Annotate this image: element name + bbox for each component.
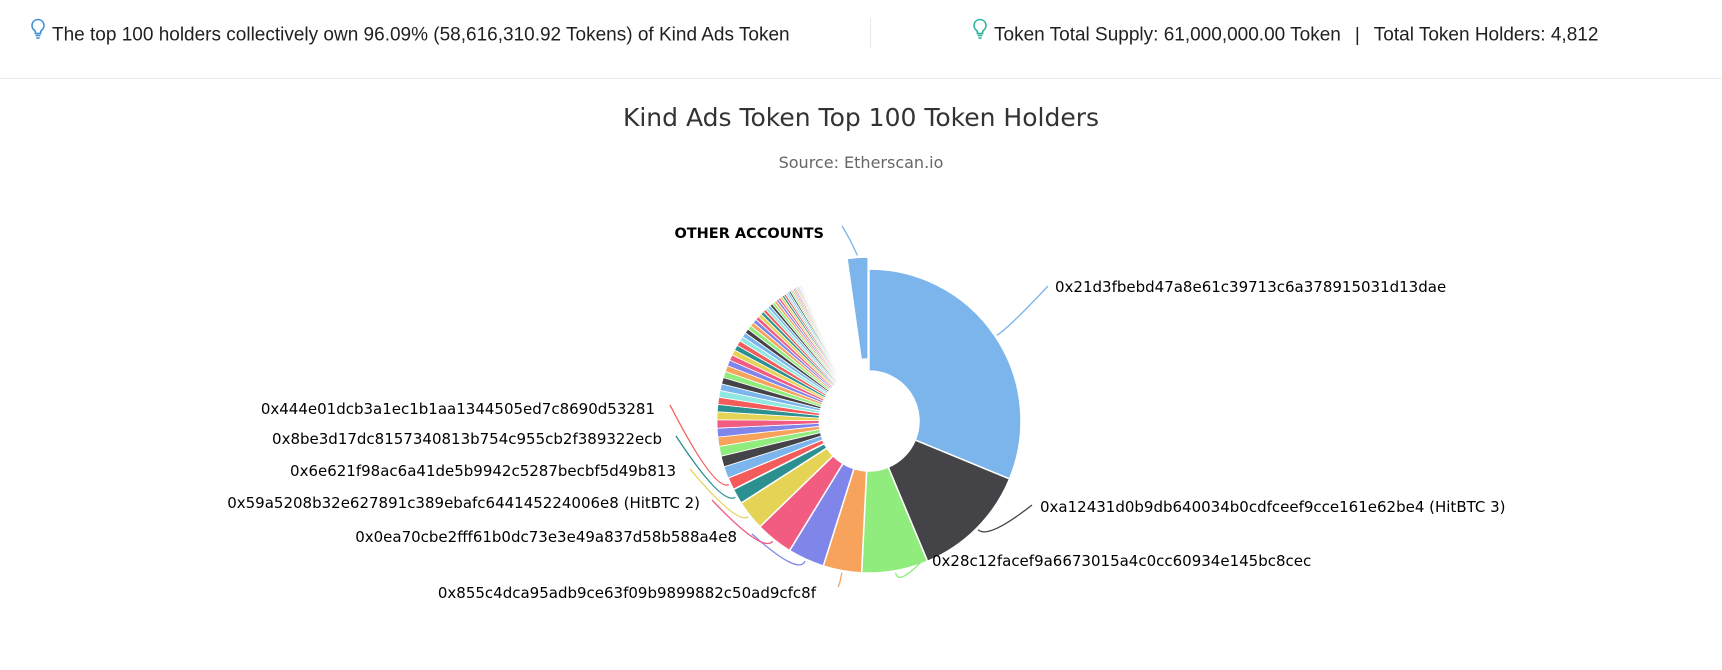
total-supply-text: Token Total Supply: 61,000,000.00 Token xyxy=(994,24,1341,46)
chart-subtitle: Source: Etherscan.io xyxy=(778,153,944,172)
donut-hole xyxy=(819,371,919,471)
summary-divider xyxy=(870,18,871,48)
donut-chart: 0x21d3fbebd47a8e61c39713c6a378915031d13d… xyxy=(227,225,1506,602)
slice-label: 0x0ea70cbe2fff61b0dc73e3e49a837d58b588a4… xyxy=(355,528,737,546)
slice-label: 0x444e01dcb3a1ec1b1aa1344505ed7c8690d532… xyxy=(261,400,655,418)
top-holders-summary: The top 100 holders collectively own 96.… xyxy=(30,18,790,49)
chart-title: Kind Ads Token Top 100 Token Holders xyxy=(622,103,1100,132)
holders-chart: Kind Ads Token Top 100 Token Holders Sou… xyxy=(0,79,1722,670)
slice-connector xyxy=(711,499,774,545)
slice-label: 0x59a5208b32e627891c389ebafc644145224006… xyxy=(227,494,700,512)
lightbulb-icon xyxy=(972,18,988,49)
top-holders-text: The top 100 holders collectively own 96.… xyxy=(52,24,790,46)
slice-connector xyxy=(675,435,736,499)
total-holders-text: Total Token Holders: 4,812 xyxy=(1373,24,1599,46)
slice-label: 0xa12431d0b9db640034b0cdfceef9cce161e62b… xyxy=(1040,498,1506,516)
slice-connector xyxy=(977,504,1033,533)
slice-connector xyxy=(841,225,859,256)
slice-connector xyxy=(689,468,749,519)
slice-connector xyxy=(837,572,843,588)
slice-label: 0x855c4dca95adb9ce63f09b9899882c50ad9cfc… xyxy=(438,584,817,602)
slice-label: 0x21d3fbebd47a8e61c39713c6a378915031d13d… xyxy=(1055,278,1446,296)
summary-separator: | xyxy=(1354,24,1360,46)
slice-label: 0x28c12facef9a6673015a4c0cc60934e145bc8c… xyxy=(932,552,1311,570)
slice-label-other: OTHER ACCOUNTS xyxy=(674,226,824,242)
slice-connector xyxy=(669,404,730,486)
slice-connector xyxy=(996,285,1049,336)
supply-summary: Token Total Supply: 61,000,000.00 Token |… xyxy=(972,18,1599,49)
summary-bar: The top 100 holders collectively own 96.… xyxy=(0,0,1722,79)
slice-label: 0x8be3d17dc8157340813b754c955cb2f389322e… xyxy=(272,430,662,448)
slice-connector xyxy=(894,558,925,578)
pie-slice-other[interactable] xyxy=(846,256,869,361)
slice-label: 0x6e621f98ac6a41de5b9942c5287becbf5d49b8… xyxy=(290,462,676,480)
lightbulb-icon xyxy=(30,18,46,49)
